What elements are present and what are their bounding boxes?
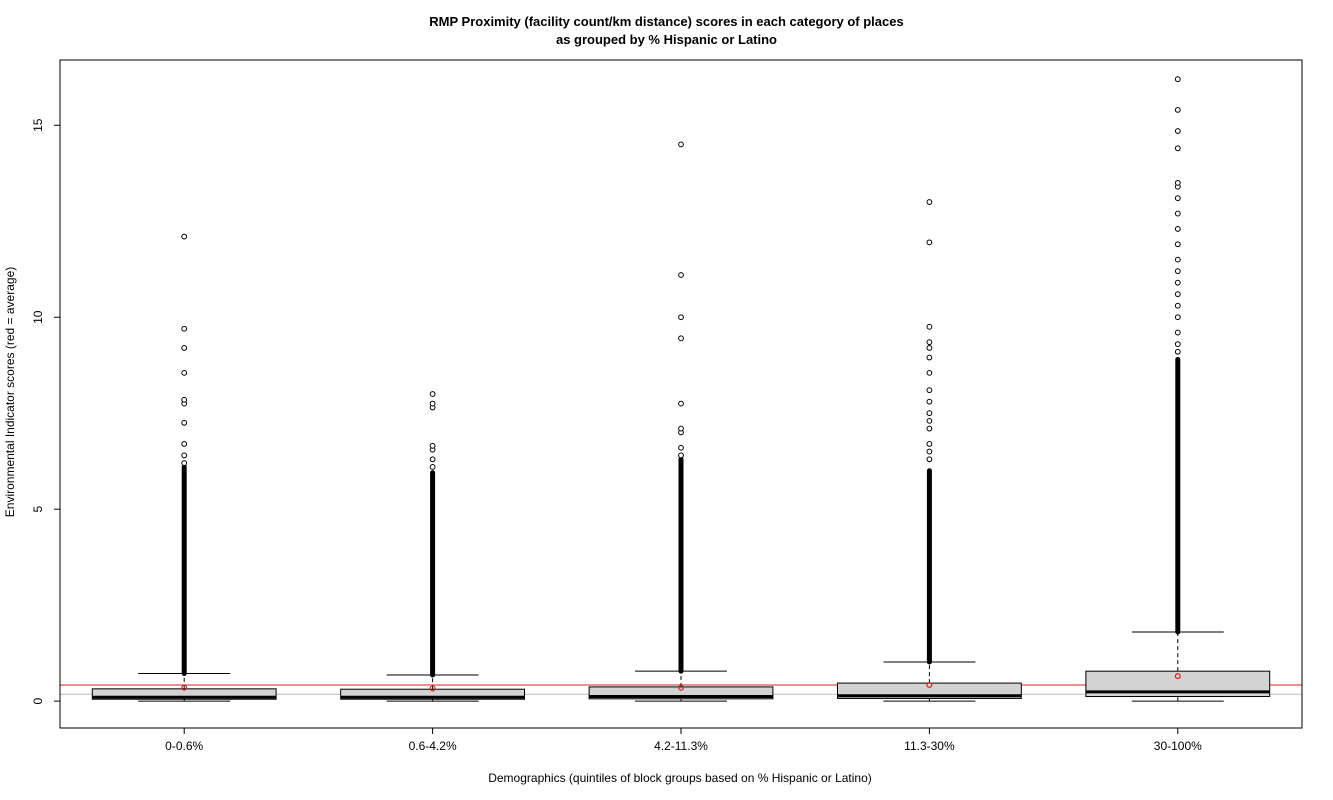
x-tick-label: 4.2-11.3% bbox=[654, 739, 708, 753]
outlier-point bbox=[1174, 145, 1181, 152]
box-group-0.6-4.2% bbox=[340, 391, 526, 702]
box-iqr bbox=[588, 686, 774, 700]
outlier-point bbox=[678, 272, 684, 278]
mean-point bbox=[429, 685, 436, 692]
outlier-point bbox=[1174, 179, 1181, 186]
outlier-point bbox=[1174, 195, 1181, 202]
outlier-point bbox=[181, 441, 188, 447]
outlier-point bbox=[926, 398, 933, 405]
outlier-point bbox=[926, 410, 933, 417]
y-tick-label: 5 bbox=[31, 506, 45, 513]
mean-point bbox=[1174, 673, 1181, 680]
outlier-point bbox=[181, 369, 188, 376]
outlier-point bbox=[429, 391, 436, 397]
outlier-point bbox=[926, 354, 933, 361]
outlier-point bbox=[1174, 268, 1181, 275]
outlier-point bbox=[181, 419, 188, 426]
outlier-point bbox=[678, 425, 684, 432]
outlier-point bbox=[678, 335, 684, 342]
outlier-point bbox=[1174, 291, 1181, 298]
outlier-point bbox=[181, 233, 188, 240]
outlier-point bbox=[926, 339, 933, 346]
outlier-point bbox=[1174, 76, 1181, 83]
outlier-point bbox=[678, 452, 684, 459]
outlier-point bbox=[1174, 241, 1181, 248]
box-iqr bbox=[340, 688, 526, 700]
y-axis-label: Environmental Indicator scores (red = av… bbox=[3, 267, 17, 517]
outlier-point bbox=[926, 448, 933, 455]
plot-frame bbox=[59, 59, 1303, 729]
mean-point bbox=[677, 684, 684, 691]
x-tick-label: 0-0.6% bbox=[165, 739, 203, 753]
outlier-point bbox=[926, 425, 933, 432]
mean-point bbox=[181, 684, 188, 691]
outlier-point bbox=[1174, 341, 1181, 347]
y-tick-label: 15 bbox=[31, 118, 45, 132]
outlier-point bbox=[1174, 256, 1181, 263]
outlier-point bbox=[1174, 210, 1181, 217]
box-iqr bbox=[91, 688, 277, 700]
outlier-point bbox=[1174, 302, 1181, 309]
outlier-point bbox=[429, 456, 436, 463]
y-tick-label: 0 bbox=[31, 697, 45, 704]
outlier-point bbox=[926, 417, 933, 424]
outlier-point bbox=[678, 141, 684, 148]
box-group-11.3-30% bbox=[836, 199, 1022, 702]
outlier-point bbox=[926, 387, 933, 394]
outlier-point bbox=[926, 323, 933, 330]
outlier-point bbox=[1174, 107, 1181, 113]
chart-subtitle: as grouped by % Hispanic or Latino bbox=[555, 32, 778, 47]
outlier-point bbox=[181, 452, 188, 459]
outlier-point bbox=[926, 369, 933, 376]
mean-point bbox=[926, 682, 933, 689]
y-tick-label: 10 bbox=[31, 310, 45, 324]
outlier-point bbox=[926, 199, 933, 205]
outlier-point bbox=[1174, 279, 1181, 286]
outlier-point bbox=[678, 400, 684, 407]
outlier-point bbox=[181, 325, 188, 332]
outlier-point bbox=[1174, 314, 1181, 321]
outlier-point bbox=[926, 441, 933, 447]
x-tick-label: 0.6-4.2% bbox=[409, 739, 457, 753]
outlier-point bbox=[181, 460, 188, 467]
chart-title: RMP Proximity (facility count/km distanc… bbox=[429, 14, 904, 29]
outlier-point bbox=[429, 400, 436, 407]
x-tick-label: 11.3-30% bbox=[904, 739, 955, 753]
outlier-point bbox=[1174, 226, 1181, 232]
outlier-point bbox=[429, 442, 436, 449]
outlier-point bbox=[1174, 329, 1181, 336]
outlier-point bbox=[181, 396, 188, 403]
outlier-point bbox=[926, 239, 933, 246]
outlier-point bbox=[678, 314, 684, 321]
outlier-point bbox=[181, 345, 188, 351]
outlier-point bbox=[926, 345, 933, 351]
outlier-point bbox=[1174, 348, 1181, 355]
box-group-0-0.6% bbox=[91, 233, 277, 702]
box-group-4.2-11.3% bbox=[588, 141, 774, 702]
box-group-30-100% bbox=[1085, 76, 1271, 702]
x-axis-label: Demographics (quintiles of block groups … bbox=[488, 771, 872, 785]
x-tick-label: 30-100% bbox=[1154, 739, 1202, 753]
outlier-point bbox=[429, 464, 436, 470]
outlier-point bbox=[1174, 128, 1181, 134]
outlier-point bbox=[926, 456, 933, 463]
outlier-point bbox=[678, 444, 684, 451]
